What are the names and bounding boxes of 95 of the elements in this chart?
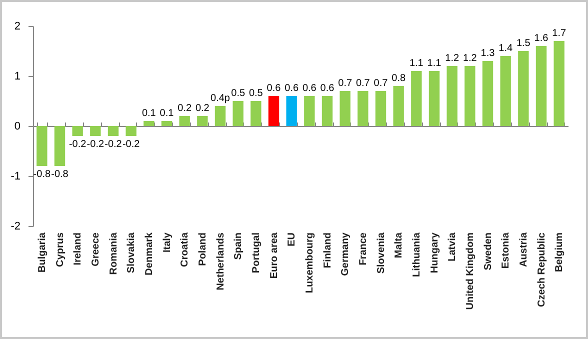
data-label: 0.7 <box>374 78 388 89</box>
x-tick-label: Luxembourg <box>304 232 316 294</box>
y-tick-label: -1 <box>10 170 20 182</box>
bar <box>36 126 48 166</box>
x-tick-label: Denmark <box>144 232 155 276</box>
x-tick-label: Bulgaria <box>36 232 48 273</box>
x-tick-label: Belgium <box>554 232 566 272</box>
bar <box>536 46 547 126</box>
x-tick-label: Poland <box>197 232 208 266</box>
x-tick-label: Austria <box>518 232 530 267</box>
bar <box>108 126 119 136</box>
bar <box>375 91 386 126</box>
x-tick-label: Czech Republic <box>536 232 548 307</box>
bar <box>322 96 333 126</box>
x-tick-label: Cyprus <box>54 232 66 267</box>
bar <box>232 101 244 126</box>
data-label: 0.7 <box>338 78 352 89</box>
data-label: 1.5 <box>516 38 531 49</box>
x-tick-label: Spain <box>233 232 244 260</box>
y-tick-label: 2 <box>14 20 20 32</box>
bar <box>500 56 511 126</box>
y-tick-label: 0 <box>14 120 20 132</box>
bar <box>304 96 315 126</box>
data-label: 1.3 <box>480 48 496 59</box>
data-label: -0.2 <box>104 139 122 150</box>
x-tick-label: Slovakia <box>126 232 138 274</box>
bar <box>144 121 154 126</box>
data-label: -0.8 <box>33 169 51 180</box>
bar <box>54 126 66 166</box>
bar <box>411 71 422 126</box>
x-tick-label: Estonia <box>500 232 512 269</box>
x-tick-label: Croatia <box>180 232 191 267</box>
bar <box>197 116 208 126</box>
data-label: 1.4 <box>498 43 513 54</box>
data-label: 0.1 <box>142 108 156 119</box>
x-tick-label: EU <box>286 232 298 246</box>
data-label: 0.6 <box>302 83 317 94</box>
bar <box>90 126 101 136</box>
x-tick-label: Hungary <box>429 232 440 274</box>
x-tick-label: Netherlands <box>215 232 226 290</box>
x-tick-label: United Kingdom <box>464 232 476 310</box>
bar <box>126 126 136 136</box>
bar <box>268 96 280 126</box>
x-tick-label: Malta <box>394 232 405 258</box>
data-label: -0.2 <box>86 139 104 150</box>
y-tick-label: -2 <box>10 220 20 232</box>
bar <box>161 121 172 126</box>
bar <box>214 106 226 126</box>
x-tick-label: Euro area <box>268 232 280 279</box>
data-label: 0.5 <box>248 88 264 99</box>
data-label: 1.6 <box>534 33 549 44</box>
x-tick-label: Germany <box>340 232 352 276</box>
bar <box>179 116 190 126</box>
data-label: 0.4p <box>210 93 230 104</box>
data-label: 1.1 <box>409 58 424 69</box>
x-tick-label: Italy <box>162 232 173 253</box>
y-tick-label: 1 <box>14 70 20 82</box>
data-label: -0.8 <box>51 169 69 180</box>
data-label: 0.8 <box>392 73 406 84</box>
bar <box>428 71 440 126</box>
bar <box>554 41 564 126</box>
data-label: 1.2 <box>462 53 478 64</box>
data-label: 0.2 <box>195 103 210 114</box>
data-label: 1.2 <box>445 53 460 64</box>
bar <box>250 101 262 126</box>
bar <box>358 91 368 126</box>
x-tick-label: Greece <box>90 232 102 266</box>
data-label: 0.6 <box>266 83 282 94</box>
data-label: 0.2 <box>178 103 192 114</box>
data-label: 0.1 <box>160 108 174 119</box>
data-label: 0.6 <box>320 83 335 94</box>
bar <box>518 51 529 126</box>
data-label: 1.7 <box>552 28 566 39</box>
bar <box>72 126 83 136</box>
bar <box>286 96 297 126</box>
x-tick-label: Latvia <box>447 232 458 262</box>
x-tick-label: Lithuania <box>411 232 422 277</box>
x-tick-label: Portugal <box>250 232 262 274</box>
data-label: 1.1 <box>427 58 442 69</box>
x-tick-label: Romania <box>108 232 120 275</box>
data-label: -0.2 <box>68 139 87 150</box>
x-tick-label: France <box>358 232 369 266</box>
bar <box>482 61 494 126</box>
bar <box>340 91 350 126</box>
data-label: 0.7 <box>356 78 370 89</box>
x-tick-label: Slovenia <box>376 232 387 274</box>
data-label: 0.6 <box>284 83 299 94</box>
data-label: 0.5 <box>231 88 246 99</box>
data-label: -0.2 <box>122 139 140 150</box>
x-tick-label: Finland <box>322 232 334 268</box>
x-tick-label: Sweden <box>482 232 494 270</box>
bar <box>464 66 476 126</box>
bar <box>446 66 458 126</box>
x-tick-label: Ireland <box>72 232 84 266</box>
bar <box>393 86 404 126</box>
